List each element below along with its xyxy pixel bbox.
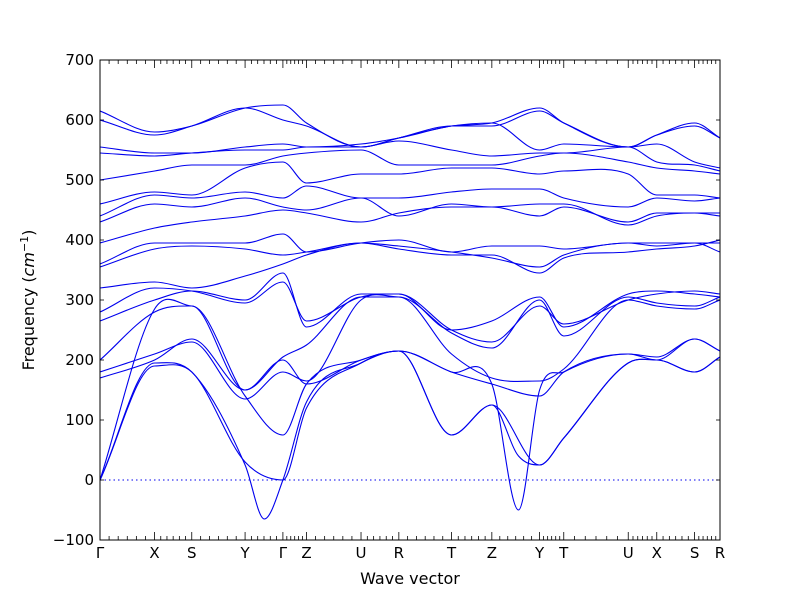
- x-tick-label: U: [356, 544, 367, 562]
- band-line-2: [100, 350, 720, 520]
- x-tick-label: X: [149, 544, 159, 562]
- band-line-9: [100, 239, 720, 289]
- y-tick-label: 400: [65, 231, 94, 249]
- x-tick-label: Y: [239, 544, 250, 562]
- y-tick-label: 0: [84, 471, 94, 489]
- band-line-11: [100, 233, 720, 265]
- x-tick-label: Y: [534, 544, 545, 562]
- x-tick-label: Γ: [96, 544, 105, 562]
- y-tick-label: 600: [65, 111, 94, 129]
- band-line-8: [100, 281, 720, 343]
- y-axis-title-unit: cm: [19, 252, 38, 276]
- band-line-5: [100, 294, 720, 400]
- y-axis-title: Frequency (cm−1): [18, 230, 38, 371]
- x-tick-label: Z: [301, 544, 311, 562]
- y-tick-label: 100: [65, 411, 94, 429]
- band-line-20: [100, 104, 720, 148]
- plot-frame: [99, 59, 721, 541]
- y-tick-label: 500: [65, 171, 94, 189]
- bands-group: [100, 104, 720, 520]
- x-tick-label: Z: [487, 544, 497, 562]
- band-line-16: [100, 149, 720, 181]
- x-tick-label: S: [690, 544, 700, 562]
- band-line-10: [100, 242, 720, 268]
- x-axis-title: Wave vector: [360, 569, 460, 588]
- x-tick-label: X: [652, 544, 662, 562]
- y-axis-title-unit-exponent: −1: [18, 236, 31, 252]
- x-tick-label: Γ: [279, 544, 288, 562]
- band-line-15: [100, 161, 720, 205]
- x-tick-label: T: [446, 544, 457, 562]
- x-tick-label: S: [187, 544, 197, 562]
- x-tick-label: R: [394, 544, 404, 562]
- x-tick-label: U: [623, 544, 634, 562]
- band-line-4: [100, 338, 720, 397]
- y-tick-label: −100: [53, 531, 94, 549]
- band-line-14: [100, 185, 720, 217]
- y-tick-label: 300: [65, 291, 94, 309]
- y-tick-label: 200: [65, 351, 94, 369]
- y-ticks-group: −100 0 100 200 300 400 500 600 700: [53, 51, 720, 549]
- x-tick-label: T: [558, 544, 569, 562]
- x-tick-label: R: [715, 544, 725, 562]
- y-axis-title-close: ): [19, 230, 38, 236]
- y-tick-label: 700: [65, 51, 94, 69]
- band-line-7: [100, 272, 720, 331]
- y-axis-title-text: Frequency: [19, 288, 38, 371]
- band-line-13: [100, 197, 720, 226]
